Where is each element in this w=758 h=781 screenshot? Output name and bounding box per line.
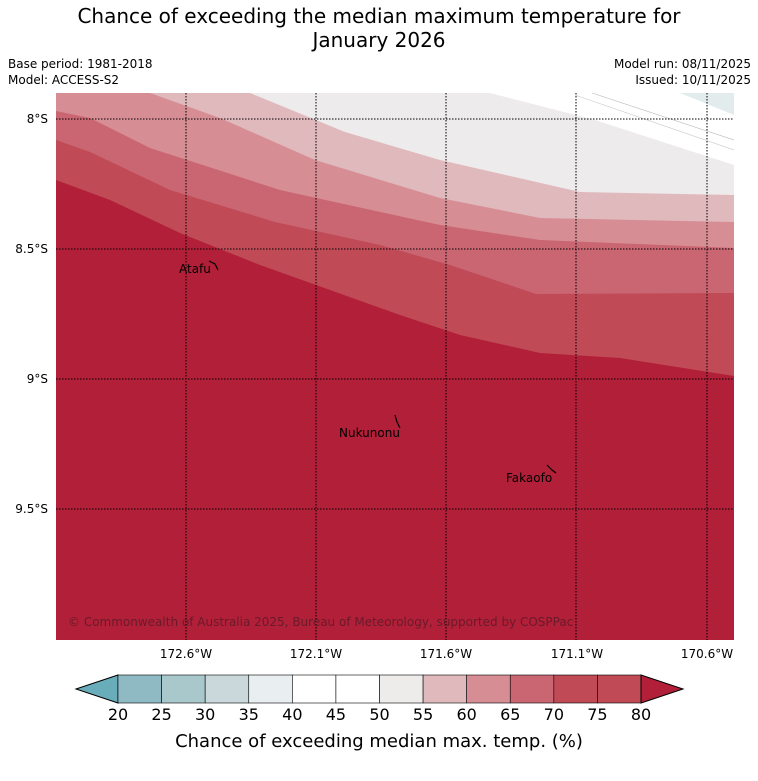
place-label-fakaofo: Fakaofo (506, 471, 552, 485)
model-name: Model: ACCESS-S2 (8, 73, 120, 87)
colorbar-bin (161, 674, 206, 704)
colorbar-tick-label: 70 (544, 705, 564, 724)
lon-label: 170.6°W (681, 647, 733, 661)
colorbar-tick-label: 75 (587, 705, 607, 724)
colorbar-tick-label: 55 (413, 705, 433, 724)
colorbar-tick-label: 40 (282, 705, 302, 724)
lon-label: 171.6°W (420, 647, 472, 661)
lat-label: 8°S (27, 112, 48, 126)
base-period: Base period: 1981-2018 (8, 57, 153, 71)
map-title: Chance of exceeding the median maximum t… (0, 4, 758, 52)
colorbar-extend-high (640, 674, 685, 704)
colorbar-bin (248, 674, 293, 704)
fakaofo-coastline (546, 464, 557, 474)
colorbar-title: Chance of exceeding median max. temp. (%… (175, 731, 583, 752)
colorbar-bin (422, 674, 467, 704)
colorbar-tick-label: 20 (108, 705, 128, 724)
lon-label: 172.6°W (160, 647, 212, 661)
colorbar-tick-label: 50 (369, 705, 389, 724)
colorbar-bin (335, 674, 380, 704)
contour-line (591, 93, 734, 141)
colorbar-tick-label: 65 (500, 705, 520, 724)
colorbar-tick-label: 60 (456, 705, 476, 724)
lon-label: 171.1°W (551, 647, 603, 661)
meta-left: Base period: 1981-2018 Model: ACCESS-S2 (8, 56, 153, 88)
colorbar-extend-low (74, 674, 119, 704)
title-line-2: January 2026 (312, 28, 446, 52)
contour-line (574, 94, 734, 151)
nukunonu-coastline (394, 414, 401, 429)
copyright-notice: © Commonwealth of Australia 2025, Bureau… (68, 615, 573, 629)
colorbar: 20 25 30 35 40 45 50 55 60 65 70 75 80 (74, 674, 685, 724)
atafu-coastline (208, 260, 219, 271)
colorbar-bin (597, 674, 642, 704)
title-line-1: Chance of exceeding the median maximum t… (77, 4, 681, 28)
graticule (56, 93, 734, 640)
lat-label: 9°S (27, 372, 48, 386)
colorbar-bin (117, 674, 162, 704)
issued-date: Issued: 10/11/2025 (635, 73, 751, 87)
colorbar-tick-label: 80 (631, 705, 651, 724)
colorbar-bin (553, 674, 598, 704)
model-run: Model run: 08/11/2025 (613, 57, 751, 71)
colorbar-bin (292, 674, 337, 704)
colorbar-bin (466, 674, 511, 704)
contour-bands (56, 93, 734, 640)
lat-label: 9.5°S (15, 502, 48, 516)
colorbar-tick-label: 30 (195, 705, 215, 724)
place-label-nukunonu: Nukunonu (339, 426, 400, 440)
colorbar-tick-label: 35 (239, 705, 259, 724)
place-label-atafu: Atafu (179, 262, 211, 276)
lon-label: 172.1°W (290, 647, 342, 661)
colorbar-bin (509, 674, 555, 704)
colorbar-bin (379, 674, 424, 704)
colorbar-tick-label: 45 (326, 705, 346, 724)
band-above-80 (56, 180, 734, 640)
lat-label: 8.5°S (15, 242, 48, 256)
colorbar-bin (204, 674, 250, 704)
colorbar-tick-label: 25 (151, 705, 171, 724)
meta-right: Model run: 08/11/2025 Issued: 10/11/2025 (614, 56, 751, 88)
